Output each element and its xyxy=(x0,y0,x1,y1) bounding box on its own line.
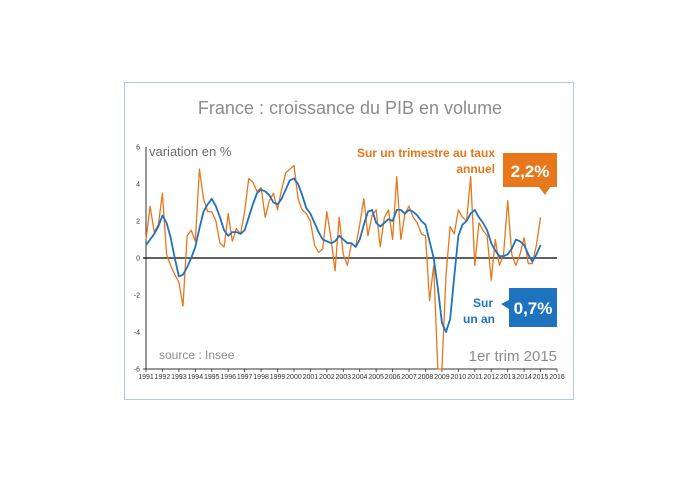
y-axis-label: variation en % xyxy=(149,144,232,159)
annual-value-badge xyxy=(501,288,557,327)
x-tick-label: 2000 xyxy=(286,374,302,381)
x-tick-label: 2008 xyxy=(418,374,434,381)
annual-annotation-line1: Sur xyxy=(473,296,493,310)
x-tick-label: 2006 xyxy=(385,374,401,381)
series-layer xyxy=(145,164,542,370)
x-tick-label: 1996 xyxy=(220,374,236,381)
y-ticks: 6 4 2 0 -2 -4 -6 xyxy=(134,145,140,374)
y-tick-label: -6 xyxy=(134,367,140,374)
x-tick-label: 2001 xyxy=(303,374,319,381)
x-tick-label: 1998 xyxy=(253,374,269,381)
annual-annotation-line2: un an xyxy=(463,312,495,326)
y-tick-label: -2 xyxy=(134,293,140,300)
y-tick-label: 2 xyxy=(136,219,140,226)
annual-value: 0,7% xyxy=(514,299,553,318)
quarterly-annotation-line2: annuel xyxy=(456,162,495,176)
y-tick-label: 6 xyxy=(136,145,140,152)
x-tick-label: 2014 xyxy=(516,374,532,381)
y-tick-label: -4 xyxy=(134,330,140,337)
line-chart: France : croissance du PIB en volume var… xyxy=(134,98,565,381)
quarterly-annotation-line1: Sur un trimestre au taux xyxy=(357,146,495,160)
y-tick-label: 4 xyxy=(136,182,140,189)
x-tick-label: 1995 xyxy=(204,374,220,381)
x-tick-label: 1994 xyxy=(188,374,204,381)
x-tick-label: 2013 xyxy=(500,374,516,381)
x-tick-label: 2003 xyxy=(335,374,351,381)
x-tick-label: 2007 xyxy=(401,374,417,381)
x-tick-label: 2005 xyxy=(368,374,384,381)
x-ticks: 1991 1992 1993 1994 1995 1996 1997 1998 1999 2000… xyxy=(138,369,565,381)
x-tick-label: 2010 xyxy=(451,374,467,381)
x-tick-label: 1999 xyxy=(270,374,286,381)
y-tick-label: 0 xyxy=(136,256,140,263)
x-tick-label: 2016 xyxy=(549,374,565,381)
x-tick-label: 2011 xyxy=(467,374,482,381)
x-tick-label: 2012 xyxy=(483,374,499,381)
x-tick-label: 1991 xyxy=(138,374,154,381)
x-tick-label: 2015 xyxy=(533,374,549,381)
source-note: source : Insee xyxy=(159,348,235,362)
x-tick-label: 2004 xyxy=(352,374,368,381)
quarterly-value-badge xyxy=(503,153,557,195)
series-line-quarterly xyxy=(145,164,542,370)
x-tick-label: 2002 xyxy=(319,374,335,381)
x-tick-label: 1992 xyxy=(155,374,171,381)
period-note: 1er trim 2015 xyxy=(469,348,557,365)
chart-title: France : croissance du PIB en volume xyxy=(198,98,502,118)
quarterly-value: 2,2% xyxy=(511,162,550,181)
chart-card: France : croissance du PIB en volume var… xyxy=(124,82,574,400)
series-line-annual xyxy=(145,177,542,333)
x-tick-label: 2009 xyxy=(434,374,450,381)
x-tick-label: 1997 xyxy=(237,374,253,381)
x-tick-label: 1993 xyxy=(171,374,187,381)
